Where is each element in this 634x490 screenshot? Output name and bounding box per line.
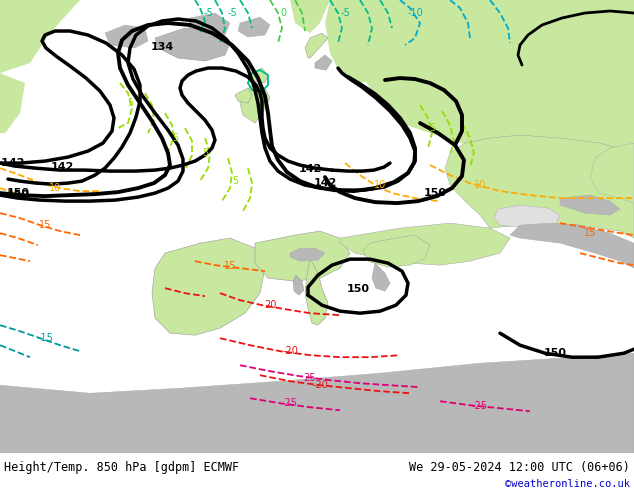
Polygon shape xyxy=(382,0,450,63)
Text: 5: 5 xyxy=(232,176,238,186)
Polygon shape xyxy=(440,0,510,43)
Text: 134: 134 xyxy=(150,42,174,52)
Text: 15: 15 xyxy=(224,261,236,271)
Text: -25: -25 xyxy=(282,398,298,408)
Text: -10: -10 xyxy=(407,8,423,18)
Polygon shape xyxy=(510,223,634,268)
Polygon shape xyxy=(28,0,65,15)
Polygon shape xyxy=(290,248,325,261)
Text: Height/Temp. 850 hPa [gdpm] ECMWF: Height/Temp. 850 hPa [gdpm] ECMWF xyxy=(4,461,239,474)
Polygon shape xyxy=(363,235,430,267)
Text: 15: 15 xyxy=(39,220,51,230)
Polygon shape xyxy=(305,258,328,325)
Polygon shape xyxy=(0,73,25,133)
Polygon shape xyxy=(325,0,400,83)
Text: 15: 15 xyxy=(584,228,596,238)
Text: -5: -5 xyxy=(203,8,213,18)
Polygon shape xyxy=(0,353,634,453)
Polygon shape xyxy=(560,195,620,215)
Text: 0: 0 xyxy=(280,8,286,18)
Polygon shape xyxy=(445,135,634,238)
Text: 25: 25 xyxy=(304,373,316,383)
Polygon shape xyxy=(152,238,265,335)
Text: 150: 150 xyxy=(543,348,567,358)
Polygon shape xyxy=(315,55,332,70)
Polygon shape xyxy=(494,205,560,228)
Polygon shape xyxy=(248,68,268,83)
Polygon shape xyxy=(155,28,230,61)
Text: 5: 5 xyxy=(202,148,208,158)
Polygon shape xyxy=(188,13,230,38)
Polygon shape xyxy=(105,25,148,48)
Text: 150: 150 xyxy=(6,190,30,200)
Text: -15: -15 xyxy=(37,333,53,343)
Text: 142: 142 xyxy=(299,164,321,174)
Text: 5: 5 xyxy=(429,123,435,133)
Polygon shape xyxy=(0,0,80,73)
Text: 10: 10 xyxy=(474,180,486,190)
Polygon shape xyxy=(372,263,390,291)
Polygon shape xyxy=(240,83,270,123)
Text: 150: 150 xyxy=(6,188,30,198)
Text: ©weatheronline.co.uk: ©weatheronline.co.uk xyxy=(505,479,630,489)
Polygon shape xyxy=(290,0,330,33)
Text: 5: 5 xyxy=(172,133,178,143)
Text: 10: 10 xyxy=(49,183,61,193)
Text: 20: 20 xyxy=(264,300,276,310)
Polygon shape xyxy=(255,231,350,281)
Text: -5: -5 xyxy=(227,8,237,18)
Polygon shape xyxy=(238,17,270,37)
Text: 10: 10 xyxy=(374,180,386,190)
Polygon shape xyxy=(340,223,510,265)
Text: -5: -5 xyxy=(340,8,350,18)
Polygon shape xyxy=(235,88,252,103)
Polygon shape xyxy=(293,275,304,295)
Text: 142: 142 xyxy=(50,162,74,172)
Polygon shape xyxy=(590,143,634,203)
Text: -20: -20 xyxy=(282,346,298,356)
Polygon shape xyxy=(305,33,328,58)
Text: —142: —142 xyxy=(0,158,25,168)
Text: 5: 5 xyxy=(127,98,133,108)
Text: 150: 150 xyxy=(347,284,370,294)
Polygon shape xyxy=(340,0,634,173)
Polygon shape xyxy=(0,0,18,43)
Text: 150: 150 xyxy=(424,188,446,198)
Text: -20: -20 xyxy=(312,380,328,390)
Text: 142: 142 xyxy=(313,178,337,188)
Text: -25: -25 xyxy=(472,401,488,411)
Text: We 29-05-2024 12:00 UTC (06+06): We 29-05-2024 12:00 UTC (06+06) xyxy=(409,461,630,474)
